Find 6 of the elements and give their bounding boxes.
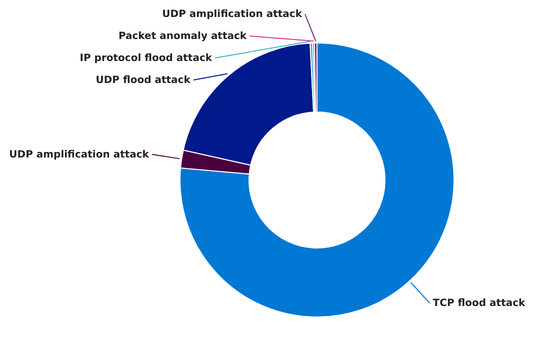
slice-label: UDP flood attack [96, 75, 191, 86]
slice-label: IP protocol flood attack [80, 53, 212, 64]
slice-label: UDP amplification attack [162, 9, 302, 20]
slice-label: UDP amplification attack [9, 149, 150, 160]
slice-label: Packet anomaly attack [118, 31, 247, 42]
slice-label: TCP flood attack [432, 298, 526, 310]
